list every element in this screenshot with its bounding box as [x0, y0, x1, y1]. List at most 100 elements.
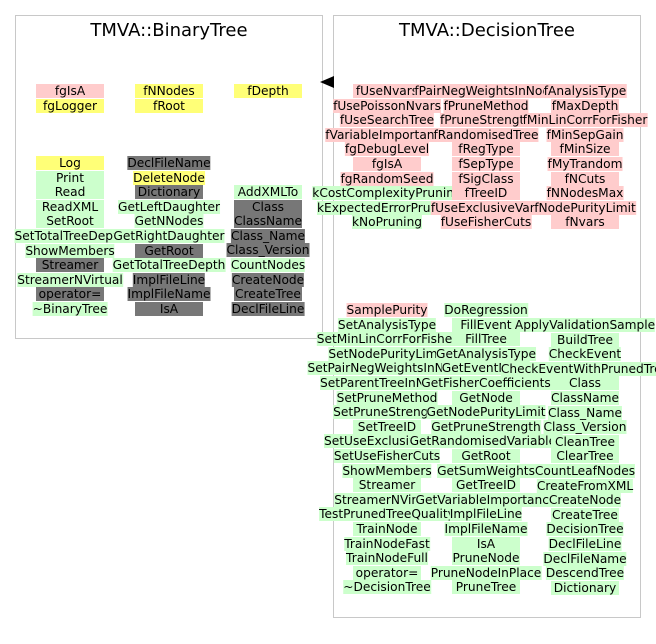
member-label: SetTreeID: [353, 419, 421, 434]
member-label: GetFisherCoefficients: [421, 376, 551, 390]
member-label: ApplyValidationSample: [514, 318, 656, 332]
inheritance-arrow-icon: [320, 76, 334, 88]
member-label: GetSumWeights: [437, 463, 535, 478]
member-label: CreateTree: [551, 507, 619, 522]
member-label: fPairNegWeightsInNode: [414, 84, 558, 98]
binary-tree-title: TMVA::BinaryTree: [90, 20, 248, 41]
member-label: Dictionary: [551, 580, 619, 595]
member-label: CountLeafNodes: [534, 464, 636, 478]
member-label: DescendTree: [545, 566, 625, 581]
member-label: ImplFileName: [127, 287, 211, 302]
member-label: GetRoot: [452, 449, 520, 463]
member-label: fNNodes: [135, 84, 203, 98]
member-label: SetMinLinCorrForFisher: [316, 332, 458, 347]
member-label: fgLogger: [36, 98, 104, 113]
member-label: GetRoot: [135, 243, 203, 258]
member-label: Streamer: [353, 478, 421, 493]
member-label: operator=: [36, 287, 104, 302]
member-label: TrainNode: [353, 522, 421, 536]
member-label: fMyTrandom: [547, 157, 623, 171]
member-label: Class_Name: [230, 228, 306, 243]
member-label: CleanTree: [551, 434, 619, 449]
member-label: GetRightDaughter: [113, 229, 225, 243]
member-label: FillEvent: [452, 317, 520, 332]
member-label: CheckEvent: [548, 347, 622, 362]
member-label: FillTree: [452, 332, 520, 347]
decision-tree-title: TMVA::DecisionTree: [399, 20, 575, 41]
member-label: GetTreeID: [452, 478, 520, 493]
member-label: ~BinaryTree: [32, 302, 108, 316]
member-label: TrainNodeFast: [344, 536, 430, 551]
member-label: CreateTree: [234, 287, 302, 302]
member-label: PruneTree: [452, 580, 520, 595]
member-label: GetLeftDaughter: [118, 199, 220, 214]
member-label: ClearTree: [551, 449, 619, 464]
member-label: fMinSepGain: [546, 127, 624, 142]
member-label: kExpectedErrorPruning: [316, 200, 458, 215]
member-label: fgIsA: [36, 84, 104, 98]
member-label: Log: [36, 156, 104, 170]
member-label: PruneNode: [452, 551, 520, 566]
member-label: ImplFileLine: [449, 507, 523, 522]
member-label: DeclFileName: [543, 551, 627, 566]
member-label: GetNode: [452, 390, 520, 405]
member-label: DeleteNode: [133, 170, 205, 185]
member-label: fgDebugLevel: [344, 142, 430, 157]
member-label: fMinLinCorrForFisher: [522, 113, 648, 128]
member-label: GetPruneStrength: [431, 419, 541, 434]
member-label: ShowMembers: [25, 243, 115, 258]
member-label: fSepType: [452, 157, 520, 171]
member-label: DeclFileLine: [548, 537, 622, 551]
member-label: DecisionTree: [546, 522, 624, 537]
member-label: IsA: [135, 302, 203, 316]
member-label: fMinSize: [551, 142, 619, 157]
member-label: DoRegression: [444, 303, 528, 317]
member-label: Class: [551, 376, 619, 391]
member-label: SetTotalTreeDepth: [14, 229, 126, 243]
member-label: CreateFromXML: [536, 478, 634, 493]
member-label: GetNNodes: [134, 214, 204, 229]
member-label: SetNodePurityLimit: [328, 346, 446, 361]
member-label: Print: [36, 170, 104, 185]
member-label: fPruneMethod: [443, 98, 529, 113]
member-label: fRandomisedTree: [433, 127, 539, 142]
member-label: ImplFileName: [444, 522, 528, 536]
member-label: DeclFileName: [127, 156, 211, 170]
member-label: fNvars: [551, 215, 619, 230]
member-label: ImplFileLine: [132, 272, 206, 287]
member-label: fNNodesMax: [546, 186, 624, 201]
member-label: SetParentTreeInNodes: [320, 376, 454, 390]
member-label: CreateNode: [231, 272, 305, 287]
member-label: Streamer: [36, 258, 104, 273]
member-label: fUseNvars: [353, 84, 421, 98]
member-label: Class_Name: [547, 405, 623, 420]
member-label: IsA: [452, 536, 520, 551]
member-label: PruneNodeInPlace: [430, 565, 542, 580]
member-label: SetUseFisherCuts: [333, 449, 441, 463]
member-label: fgRandomSeed: [340, 171, 434, 186]
member-label: fUseExclusiveVars: [430, 200, 542, 215]
member-label: fDepth: [234, 84, 302, 98]
member-label: fVariableImportance: [325, 127, 449, 142]
member-label: kNoPruning: [351, 215, 423, 230]
member-label: fPruneStrength: [439, 113, 533, 128]
member-label: GetNodePurityLimit: [426, 405, 546, 420]
member-label: CountNodes: [230, 258, 306, 272]
member-label: ShowMembers: [342, 463, 432, 478]
member-label: ReadXML: [36, 199, 104, 214]
member-label: operator=: [353, 565, 421, 580]
member-label: GetRandomisedVariables: [409, 434, 563, 449]
member-label: BuildTree: [551, 332, 619, 347]
member-label: SetPruneMethod: [336, 390, 438, 405]
member-label: SetPruneStrength: [333, 405, 441, 420]
member-label: fUseSearchTree: [339, 113, 435, 128]
member-label: GetTotalTreeDepth: [112, 258, 226, 273]
member-label: GetVariableImportance: [415, 492, 557, 507]
member-label: kCostComplexityPruning: [312, 186, 462, 201]
member-label: ClassName: [550, 391, 620, 405]
member-label: AddXMLTo: [234, 185, 302, 199]
member-label: SamplePurity: [346, 303, 428, 317]
member-label: fTreeID: [452, 186, 520, 201]
member-label: fUsePoissonNvars: [333, 98, 441, 113]
member-label: Dictionary: [135, 185, 203, 200]
